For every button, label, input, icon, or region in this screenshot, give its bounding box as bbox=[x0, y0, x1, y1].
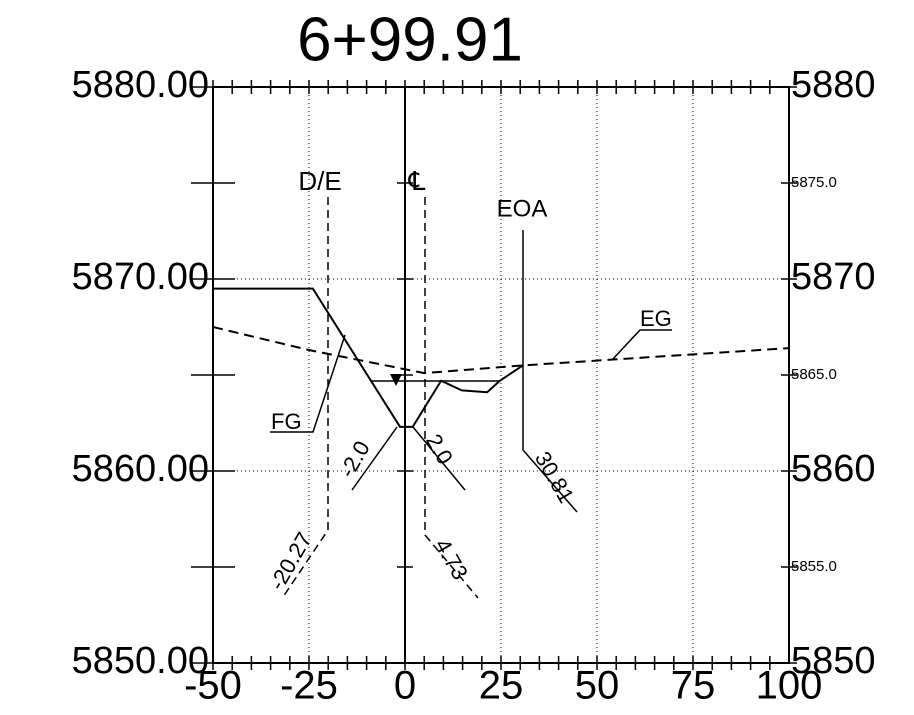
annotation: 2.0 bbox=[421, 430, 458, 469]
annotation: -20.27 bbox=[264, 528, 317, 595]
y2-tick-label: 5860 bbox=[791, 448, 876, 490]
x-tick-label: 25 bbox=[479, 664, 524, 708]
y2-tick-label: 5855.0 bbox=[791, 558, 837, 575]
annotation: EOA bbox=[497, 195, 548, 222]
y-tick-label: 5880.00 bbox=[72, 64, 209, 106]
x-tick-label: 100 bbox=[756, 664, 823, 708]
leader-lines bbox=[270, 197, 672, 599]
series-label: EG bbox=[640, 306, 672, 331]
chart-title: 6+99.91 bbox=[297, 5, 523, 74]
x-tick-label: 50 bbox=[575, 664, 620, 708]
y-tick-label: 5870.00 bbox=[72, 256, 209, 298]
existing-ground bbox=[212, 326, 790, 375]
y2-tick-label: 5865.0 bbox=[791, 366, 837, 383]
y-tick-label: 5850.00 bbox=[72, 640, 209, 682]
x-tick-label: 75 bbox=[671, 664, 716, 708]
annotation: 30.81 bbox=[530, 447, 579, 507]
annotation: 4.73 bbox=[430, 534, 473, 584]
annotation: ℄ bbox=[408, 166, 426, 196]
y2-tick-label: 5870 bbox=[791, 256, 876, 298]
y2-tick-label: 5875.0 bbox=[791, 174, 837, 191]
x-tick-label: -25 bbox=[280, 664, 338, 708]
proposed-ground bbox=[213, 287, 524, 428]
x-tick-label: -50 bbox=[184, 664, 242, 708]
y-tick-label: 5860.00 bbox=[72, 448, 209, 490]
annotation: -2.0 bbox=[334, 436, 375, 481]
y2-tick-label: 5880 bbox=[791, 64, 876, 106]
series-label: FG bbox=[271, 409, 302, 434]
annotation: D/E bbox=[298, 166, 341, 196]
y2-tick-label: 5850 bbox=[791, 640, 876, 682]
x-tick-label: 0 bbox=[394, 664, 416, 708]
